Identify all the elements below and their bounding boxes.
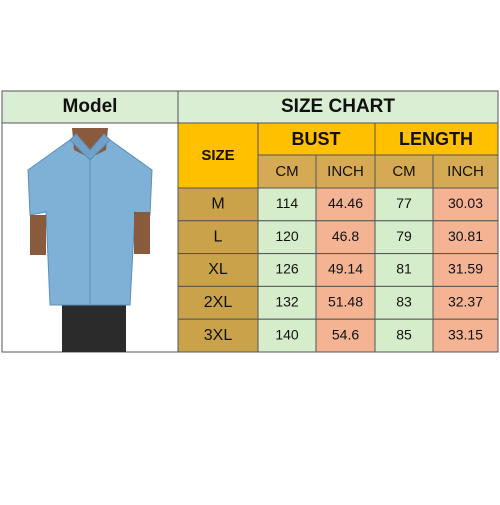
unit-header-cell: [374, 154, 434, 189]
unit-header-cell: [315, 154, 376, 189]
size-label: M: [211, 196, 224, 213]
value-text: 49.14: [328, 261, 363, 277]
unit-header-cell: [257, 154, 317, 189]
value-text: 140: [275, 326, 299, 342]
group-header-cell: [257, 122, 376, 156]
group-header: BUST: [292, 129, 341, 149]
value-text: 83: [396, 294, 412, 310]
size-label: L: [214, 228, 223, 245]
value-cell: [432, 253, 499, 287]
value-text: 44.46: [328, 195, 363, 211]
value-text: 126: [275, 261, 299, 277]
model-header-cell: [1, 90, 179, 124]
title-cell: [177, 90, 499, 124]
value-text: 79: [396, 228, 412, 244]
value-text: 46.8: [332, 228, 359, 244]
value-text: 30.03: [448, 195, 483, 211]
value-text: 54.6: [332, 326, 359, 342]
unit-header: INCH: [447, 163, 484, 180]
size-cell: [177, 187, 259, 222]
size-cell: [177, 318, 259, 353]
table-body: CM INCH CM INCH M 114 44.46 77 30.03 L 120 46.8 79 30…: [177, 154, 499, 353]
size-cell: [177, 285, 259, 320]
value-text: 33.15: [448, 326, 483, 342]
chart-title: SIZE CHART: [281, 96, 395, 117]
value-cell: [257, 187, 317, 222]
unit-header: INCH: [327, 163, 364, 180]
value-text: 77: [396, 195, 412, 211]
value-text: 81: [396, 261, 412, 277]
unit-header: CM: [392, 163, 415, 180]
value-cell: [374, 187, 434, 222]
group-header: LENGTH: [399, 129, 473, 149]
group-header-cell: [374, 122, 499, 156]
size-cell: [177, 220, 259, 255]
value-text: 120: [275, 228, 299, 244]
size-label: 2XL: [204, 294, 233, 311]
unit-header-cell: [432, 154, 499, 189]
value-text: 30.81: [448, 228, 483, 244]
value-text: 132: [275, 294, 299, 310]
value-text: 32.37: [448, 294, 483, 310]
size-label: XL: [208, 261, 228, 278]
value-text: 51.48: [328, 294, 363, 310]
model-header: Model: [63, 96, 118, 117]
value-cell: [432, 220, 499, 255]
value-text: 31.59: [448, 261, 483, 277]
size-cell: [177, 253, 259, 287]
value-text: 85: [396, 326, 412, 342]
value-cell: [432, 318, 499, 353]
value-cell: [257, 318, 317, 353]
value-cell: [432, 187, 499, 222]
unit-header: CM: [275, 163, 298, 180]
value-text: 114: [276, 195, 299, 211]
size-header: SIZE: [201, 147, 234, 164]
size-label: 3XL: [204, 327, 233, 344]
value-cell: [315, 187, 376, 222]
model-photo: [27, 128, 153, 352]
